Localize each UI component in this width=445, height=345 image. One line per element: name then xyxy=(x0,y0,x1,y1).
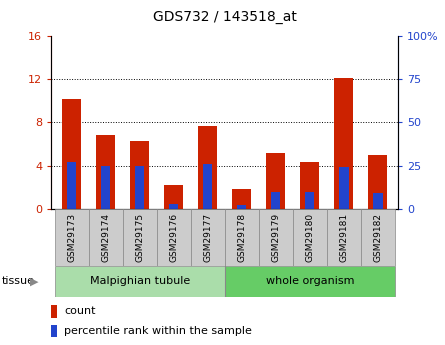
Bar xyxy=(101,166,110,209)
Text: GSM29177: GSM29177 xyxy=(203,213,212,262)
Text: whole organism: whole organism xyxy=(266,276,354,286)
Text: GSM29181: GSM29181 xyxy=(340,213,348,262)
Bar xyxy=(130,141,149,209)
Bar xyxy=(164,185,183,209)
Text: GSM29176: GSM29176 xyxy=(169,213,178,262)
Text: Malpighian tubule: Malpighian tubule xyxy=(89,276,190,286)
Bar xyxy=(293,209,327,266)
Text: GSM29178: GSM29178 xyxy=(237,213,246,262)
Text: GSM29175: GSM29175 xyxy=(135,213,144,262)
Bar xyxy=(361,209,395,266)
Text: ▶: ▶ xyxy=(30,276,39,286)
Bar xyxy=(335,78,353,209)
Bar xyxy=(225,209,259,266)
Bar xyxy=(96,135,115,209)
Bar xyxy=(232,189,251,209)
Text: GSM29174: GSM29174 xyxy=(101,213,110,262)
Bar xyxy=(55,266,225,297)
Bar xyxy=(169,204,178,209)
Bar xyxy=(62,99,81,209)
Bar xyxy=(51,305,57,317)
Bar xyxy=(191,209,225,266)
Bar xyxy=(225,266,395,297)
Bar xyxy=(157,209,191,266)
Text: tissue: tissue xyxy=(2,276,35,286)
Text: GSM29173: GSM29173 xyxy=(67,213,76,262)
Bar xyxy=(339,167,348,209)
Bar xyxy=(368,155,387,209)
Bar xyxy=(327,209,361,266)
Bar xyxy=(89,209,123,266)
Bar xyxy=(55,209,89,266)
Bar xyxy=(305,192,315,209)
Bar xyxy=(67,162,76,209)
Bar xyxy=(300,162,319,209)
Text: GSM29180: GSM29180 xyxy=(305,213,314,262)
Bar xyxy=(259,209,293,266)
Text: GDS732 / 143518_at: GDS732 / 143518_at xyxy=(153,10,297,24)
Text: count: count xyxy=(65,306,96,316)
Text: GSM29182: GSM29182 xyxy=(373,213,382,262)
Bar xyxy=(135,166,144,209)
Bar xyxy=(237,205,247,209)
Bar xyxy=(203,164,212,209)
Bar xyxy=(51,325,57,337)
Bar xyxy=(198,126,217,209)
Text: percentile rank within the sample: percentile rank within the sample xyxy=(65,326,252,336)
Bar xyxy=(373,193,383,209)
Bar xyxy=(267,152,285,209)
Bar xyxy=(123,209,157,266)
Text: GSM29179: GSM29179 xyxy=(271,213,280,262)
Bar xyxy=(271,192,280,209)
